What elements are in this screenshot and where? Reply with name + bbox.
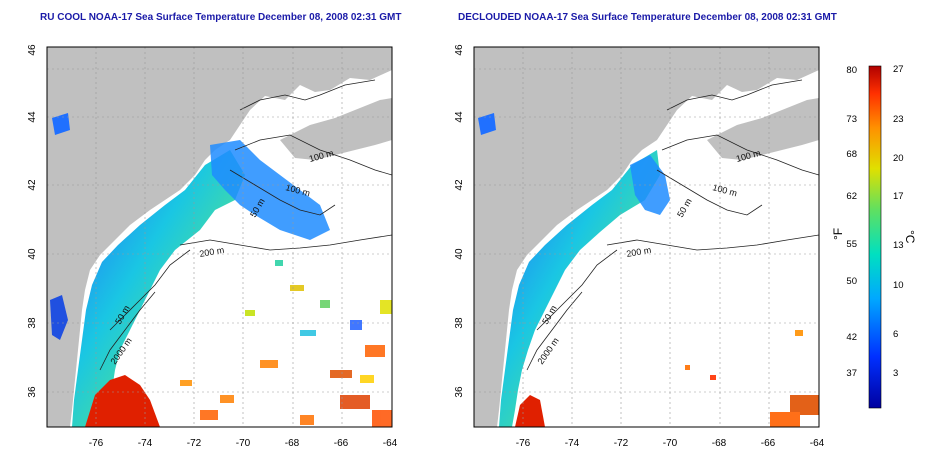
sst-blue-patch — [478, 113, 496, 135]
y-tick-label: 38 — [27, 317, 38, 329]
y-tick-label: 46 — [27, 44, 38, 56]
x-tick-label: -70 — [663, 438, 678, 449]
fahrenheit-tick: 55 — [846, 239, 857, 250]
y-tick-label: 38 — [454, 317, 465, 329]
x-tick-label: -74 — [565, 438, 580, 449]
colorbar-gradient — [868, 65, 882, 409]
left-map-panel: 100 m 100 m 50 m 200 m 50 m 2000 m — [46, 46, 393, 428]
y-tick-label: 36 — [27, 386, 38, 398]
axis-tick-labels: -76 -74 -72 -70 -68 -66 -64 46 44 42 40 38 36 -76 -74 -… — [27, 44, 825, 449]
nova-scotia — [707, 98, 819, 160]
x-tick-label: -74 — [138, 438, 153, 449]
celsius-label: °C — [903, 230, 917, 244]
x-tick-label: -64 — [810, 438, 825, 449]
y-tick-label: 42 — [454, 179, 465, 191]
y-tick-label: 36 — [454, 386, 465, 398]
x-tick-label: -66 — [761, 438, 776, 449]
x-tick-label: -64 — [383, 438, 398, 449]
land-mass — [47, 47, 392, 427]
celsius-tick: 10 — [893, 280, 904, 291]
x-tick-label: -68 — [712, 438, 727, 449]
sst-scattered-pixels — [180, 260, 392, 427]
x-tick-label: -66 — [334, 438, 349, 449]
sst-bay-blue — [50, 295, 68, 340]
x-tick-label: -72 — [614, 438, 629, 449]
x-tick-label: -72 — [187, 438, 202, 449]
gridlines — [474, 47, 819, 427]
contour-label: 200 m — [626, 245, 652, 259]
fahrenheit-tick: 68 — [846, 149, 857, 160]
colorbar-ticks: 80 73 68 62 55 50 42 37 27 23 20 17 13 10 6 3 — [846, 64, 903, 379]
fahrenheit-tick: 42 — [846, 332, 857, 343]
celsius-tick: 20 — [893, 153, 904, 164]
x-tick-label: -76 — [516, 438, 531, 449]
right-map-panel: 100 m 100 m 50 m 200 m 50 m 2000 m — [473, 46, 820, 428]
sst-coastal-band — [72, 150, 245, 427]
sst-gulf-maine — [210, 140, 330, 240]
y-tick-label: 42 — [27, 179, 38, 191]
y-tick-label: 40 — [454, 248, 465, 260]
sst-warm-south — [85, 375, 160, 427]
sst-warm-south — [515, 395, 545, 427]
land-mass — [474, 47, 819, 427]
nova-scotia — [280, 98, 392, 160]
celsius-tick: 27 — [893, 64, 904, 75]
fahrenheit-tick: 37 — [846, 368, 857, 379]
x-tick-label: -68 — [285, 438, 300, 449]
fahrenheit-tick: 62 — [846, 191, 857, 202]
celsius-tick: 23 — [893, 114, 904, 125]
celsius-tick: 6 — [893, 329, 898, 340]
y-tick-label: 40 — [27, 248, 38, 260]
map-frame — [46, 46, 393, 428]
map-frame — [473, 46, 820, 428]
y-tick-label: 44 — [454, 111, 465, 123]
y-tick-label: 44 — [27, 111, 38, 123]
bathymetry-contours — [526, 79, 819, 371]
celsius-tick: 17 — [893, 191, 904, 202]
x-tick-label: -70 — [236, 438, 251, 449]
sst-scattered-pixels — [685, 330, 819, 427]
fahrenheit-tick: 50 — [846, 276, 857, 287]
celsius-tick: 3 — [893, 368, 898, 379]
fahrenheit-tick: 73 — [846, 114, 857, 125]
sst-blue-patch — [52, 113, 70, 135]
fahrenheit-tick: 80 — [846, 65, 857, 76]
y-tick-label: 46 — [454, 44, 465, 56]
right-panel-title: DECLOUDED NOAA-17 Sea Surface Temperatur… — [458, 12, 837, 23]
fahrenheit-label: °F — [831, 228, 845, 240]
colorbar: 80 73 68 62 55 50 42 37 27 23 20 17 13 10 6 3 °F °C — [831, 64, 917, 409]
contour-label: 200 m — [199, 245, 225, 259]
celsius-tick: 13 — [893, 240, 904, 251]
gridlines — [47, 47, 392, 427]
x-tick-label: -76 — [89, 438, 104, 449]
left-panel-title: RU COOL NOAA-17 Sea Surface Temperature … — [40, 12, 402, 23]
